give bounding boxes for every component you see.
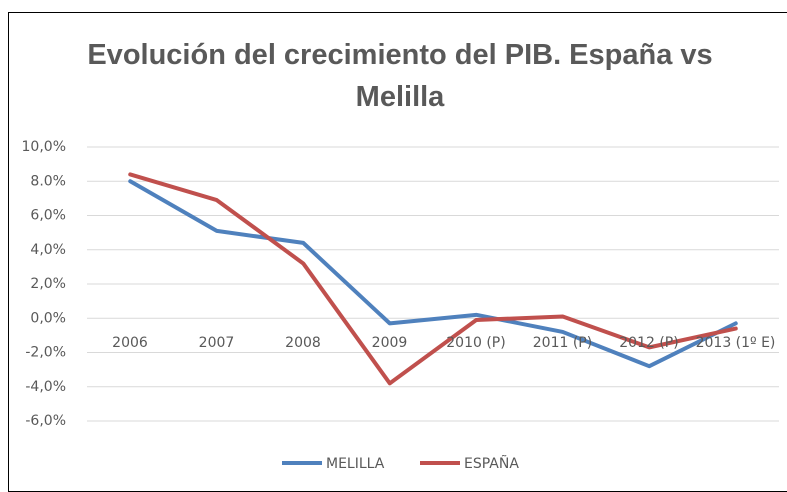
y-tick-label: 0,0% — [30, 310, 66, 326]
x-tick-label: 2010 (P) — [446, 335, 506, 352]
x-tick-label: 2009 — [371, 335, 408, 352]
x-tick-label: 2006 — [112, 335, 148, 352]
line-series — [128, 179, 738, 369]
x-tick-label: 2011 (P) — [532, 335, 593, 352]
y-tick-label: 2,0% — [30, 276, 66, 292]
line-series — [128, 172, 738, 386]
y-tick-label: 6,0% — [30, 208, 66, 224]
y-tick-label: 8.0% — [30, 173, 66, 189]
legend-label: ESPAÑA — [464, 455, 519, 472]
legend-label: MELILLA — [326, 456, 385, 472]
y-tick-label: 10,0% — [22, 139, 66, 155]
x-tick-label: 2008 — [285, 335, 321, 352]
y-tick-label: -2,0% — [25, 345, 66, 361]
chart-title: Evolución del crecimiento del PIB. Españ… — [87, 39, 713, 113]
x-tick-label: 2007 — [198, 335, 235, 352]
x-tick-label: 2013 (1º E) — [695, 335, 776, 352]
y-tick-label: -6,0% — [25, 413, 66, 429]
x-tick-label: 2012 (P) — [619, 335, 679, 352]
y-tick-label: -4,0% — [25, 379, 66, 395]
y-tick-label: 4,0% — [30, 242, 66, 258]
